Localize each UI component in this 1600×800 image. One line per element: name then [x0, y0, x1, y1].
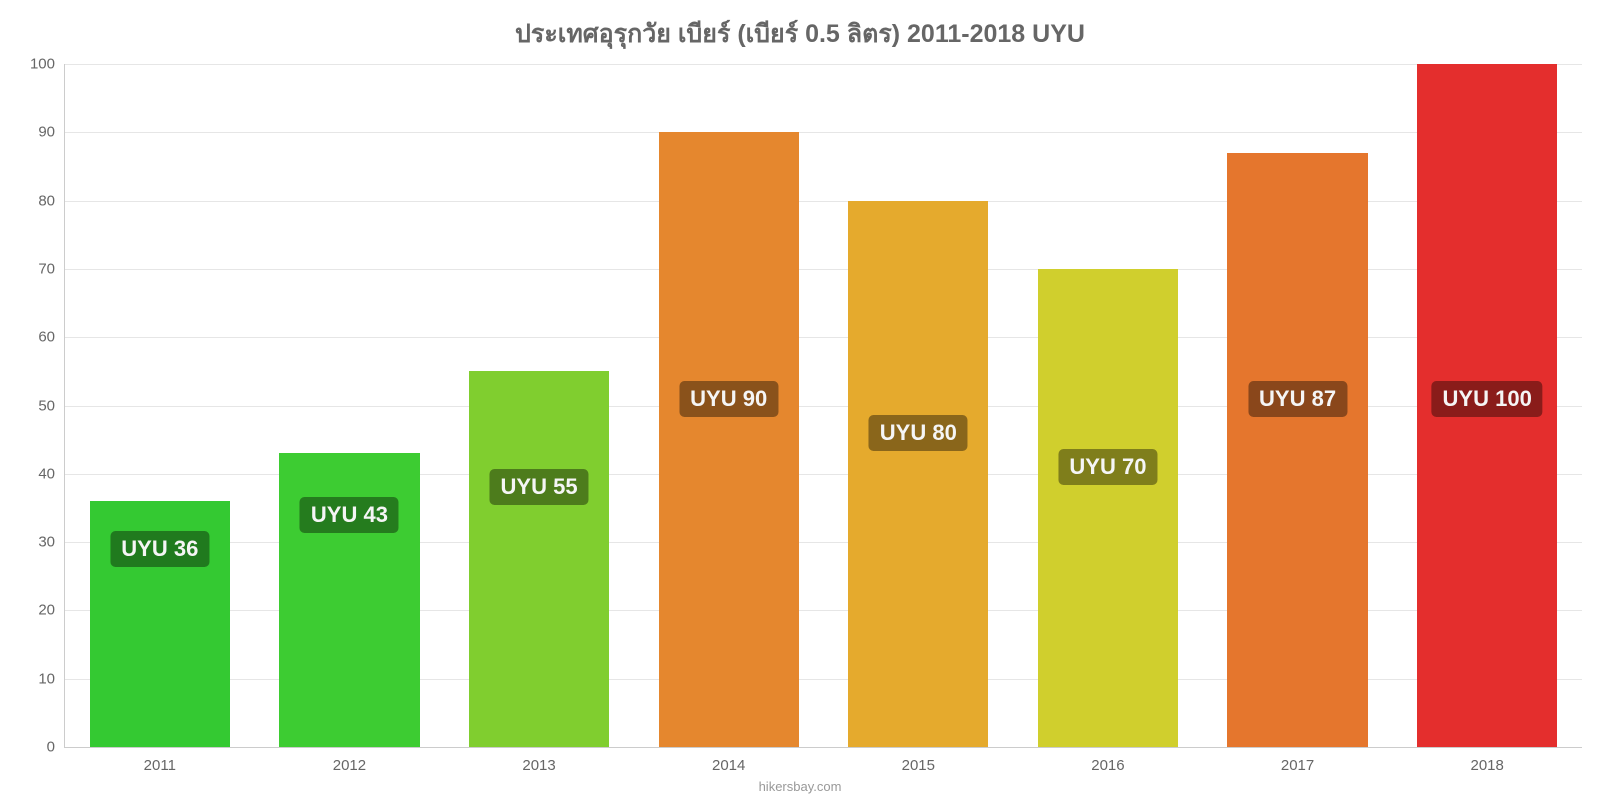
bar [848, 201, 988, 747]
x-tick-label: 2012 [333, 757, 366, 774]
x-tick-label: 2014 [712, 757, 745, 774]
bar-data-label: UYU 36 [110, 531, 209, 567]
y-tick-label: 60 [38, 329, 55, 346]
x-tick-label: 2015 [902, 757, 935, 774]
y-tick-label: 50 [38, 397, 55, 414]
bar-slot: 2015UYU 80 [848, 64, 988, 747]
bar-slot: 2012UYU 43 [279, 64, 419, 747]
bar-slot: 2014UYU 90 [659, 64, 799, 747]
bar [659, 132, 799, 747]
bar-data-label: UYU 55 [490, 469, 589, 505]
y-tick-label: 70 [38, 260, 55, 277]
bar-data-label: UYU 90 [679, 381, 778, 417]
bar-slot: 2018UYU 100 [1417, 64, 1557, 747]
bars-group: 2011UYU 36 2012UYU 43 2013UYU 55 2014UYU 90… [65, 64, 1582, 747]
x-tick-label: 2013 [522, 757, 555, 774]
attribution: hikersbay.com [0, 779, 1600, 794]
bar-data-label: UYU 80 [869, 415, 968, 451]
bar-data-label: UYU 100 [1432, 381, 1543, 417]
bar [1038, 269, 1178, 747]
x-tick-label: 2017 [1281, 757, 1314, 774]
bar-slot: 2016UYU 70 [1038, 64, 1178, 747]
y-tick-label: 40 [38, 465, 55, 482]
bar-slot: 2017UYU 87 [1227, 64, 1367, 747]
bar-data-label: UYU 87 [1248, 381, 1347, 417]
y-tick-label: 90 [38, 124, 55, 141]
chart-title: ประเทศอุรุกวัย เบียร์ (เบียร์ 0.5 ลิตร) … [0, 0, 1600, 68]
x-tick-label: 2011 [144, 757, 176, 774]
plot-area: 0102030405060708090100 2011UYU 362012UYU… [64, 64, 1582, 748]
chart-container: ประเทศอุรุกวัย เบียร์ (เบียร์ 0.5 ลิตร) … [0, 0, 1600, 800]
y-tick-label: 100 [30, 56, 55, 73]
bar-slot: 2011UYU 36 [90, 64, 230, 747]
bar-data-label: UYU 43 [300, 497, 399, 533]
y-tick-label: 0 [47, 739, 55, 756]
y-tick-label: 30 [38, 534, 55, 551]
x-tick-label: 2016 [1091, 757, 1124, 774]
bar-data-label: UYU 70 [1058, 449, 1157, 485]
y-tick-label: 20 [38, 602, 55, 619]
x-tick-label: 2018 [1470, 757, 1503, 774]
bar [1227, 153, 1367, 747]
bar-slot: 2013UYU 55 [469, 64, 609, 747]
y-tick-label: 10 [38, 670, 55, 687]
bar [469, 371, 609, 747]
y-tick-label: 80 [38, 192, 55, 209]
